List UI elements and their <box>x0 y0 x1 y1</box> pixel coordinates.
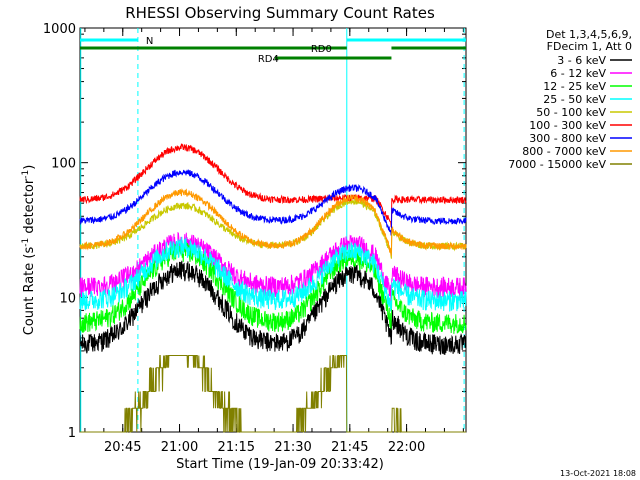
series-group <box>79 169 467 236</box>
series-line <box>79 188 467 256</box>
y-axis-label-sup: -1 <box>21 170 31 179</box>
x-tick-label: 21:15 <box>218 440 255 455</box>
series-group <box>79 236 467 312</box>
y-axis-label-part: Count Rate (s <box>22 247 37 336</box>
series-line <box>79 198 467 259</box>
y-tick-label: 100 <box>51 157 76 172</box>
legend-label: 50 - 100 keV <box>536 106 606 119</box>
series-group <box>79 143 467 228</box>
instrument-flags: N RD0 RD4 <box>80 36 466 65</box>
flag-label: RD0 <box>311 44 332 55</box>
x-axis-label: Start Time (19-Jan-09 20:33:42) <box>176 457 384 472</box>
vertical-markers <box>80 28 465 432</box>
legend-label: 12 - 25 keV <box>543 80 606 93</box>
series-line <box>79 236 467 312</box>
series-group <box>79 241 467 334</box>
legend-header: Det 1,3,4,5,6,9, <box>546 28 632 41</box>
series-line <box>79 241 467 334</box>
y-tick-label: 1000 <box>43 22 76 37</box>
y-tick-label: 1 <box>68 426 76 441</box>
flag-label: N <box>146 36 153 47</box>
series-group <box>79 198 467 259</box>
y-axis-label-part: ) <box>22 165 37 170</box>
series-line <box>80 355 466 433</box>
chart-title: RHESSI Observing Summary Count Rates <box>125 4 435 22</box>
x-tick-label: 21:30 <box>274 440 311 455</box>
legend: Det 1,3,4,5,6,9,FDecim 1, Att 03 - 6 keV… <box>508 28 632 171</box>
series-group <box>79 231 467 305</box>
y-axis-label-sup: -1 <box>21 238 31 247</box>
legend-label: 100 - 300 keV <box>529 119 606 132</box>
series-lines <box>79 143 467 433</box>
legend-label: 7000 - 15000 keV <box>508 158 606 171</box>
y-tick-label: 10 <box>59 291 76 306</box>
legend-label: 300 - 800 keV <box>529 132 606 145</box>
x-tick-label: 21:00 <box>161 440 198 455</box>
flag-label: RD4 <box>258 54 279 65</box>
legend-label: 25 - 50 keV <box>543 93 606 106</box>
series-group <box>79 188 467 256</box>
legend-label: 800 - 7000 keV <box>522 145 606 158</box>
series-line <box>79 169 467 236</box>
series-group <box>79 260 467 356</box>
legend-label: 6 - 12 keV <box>550 67 606 80</box>
series-line <box>79 143 467 228</box>
series-group <box>80 355 466 433</box>
x-tick-label: 20:45 <box>104 440 141 455</box>
y-axis-label: Count Rate (s-1 detector-1) <box>21 165 37 336</box>
legend-header: FDecim 1, Att 0 <box>547 40 632 53</box>
x-tick-label: 21:45 <box>331 440 368 455</box>
y-axis-label-part: detector <box>22 178 37 238</box>
legend-label: 3 - 6 keV <box>557 54 606 67</box>
series-line <box>79 260 467 356</box>
series-line <box>79 231 467 305</box>
x-tick-label: 22:00 <box>388 440 425 455</box>
footer-date: 13-Oct-2021 18:08 <box>560 469 636 478</box>
